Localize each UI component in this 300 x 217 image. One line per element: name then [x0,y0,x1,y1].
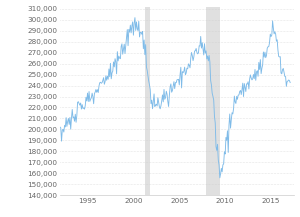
Bar [145,7,150,195]
Bar [206,7,220,195]
